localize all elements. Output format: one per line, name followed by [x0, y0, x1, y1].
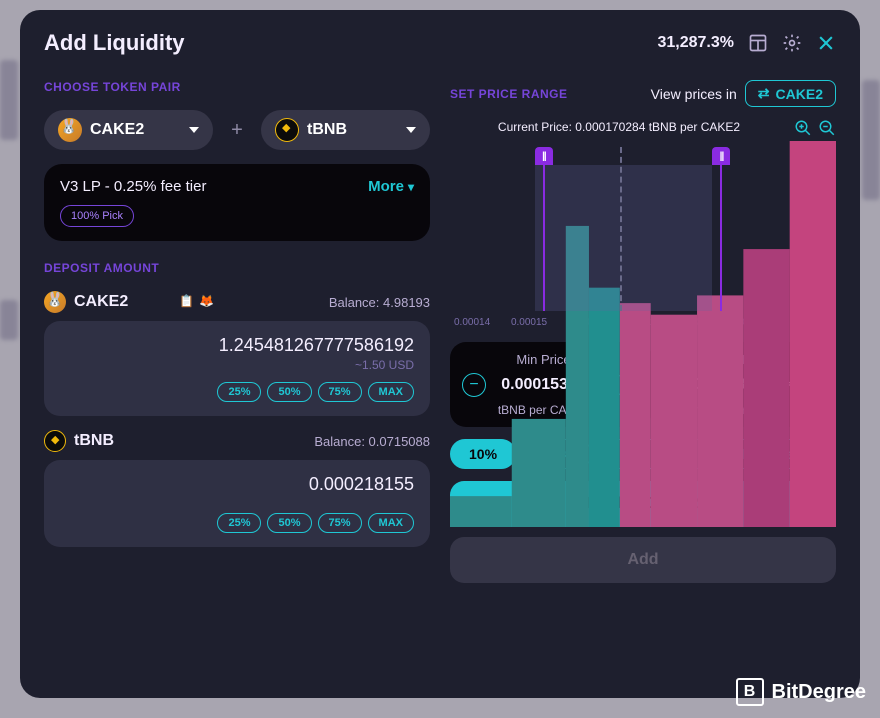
choose-pair-label: CHOOSE TOKEN PAIR [44, 80, 430, 94]
add-liquidity-modal: Add Liquidity 31,287.3% CHOOSE TOKEN PAI… [20, 10, 860, 698]
chevron-down-icon: ▾ [408, 180, 414, 194]
watermark-badge-icon: B [736, 678, 764, 706]
pct-max-a[interactable]: MAX [368, 382, 414, 402]
deposit-a-symbol: CAKE2 [74, 293, 171, 311]
pct-50-a[interactable]: 50% [267, 382, 311, 402]
add-button: Add [450, 537, 836, 583]
copy-icon[interactable]: 📋 [179, 294, 195, 310]
range-handle-right[interactable]: || [712, 147, 730, 165]
watermark-text: BitDegree [772, 681, 866, 704]
balance-b: Balance: 0.0715088 [314, 434, 430, 449]
deposit-a-box: 1.245481267777586192 ~1.50 USD 25% 50% 7… [44, 321, 430, 416]
deposit-b-symbol: tBNB [74, 432, 186, 450]
gear-icon[interactable] [782, 33, 802, 53]
view-token-toggle[interactable]: ⇄ CAKE2 [745, 80, 836, 107]
zoom-out-icon[interactable] [818, 119, 836, 137]
view-prices-label: View prices in [651, 86, 737, 102]
plus-icon: + [223, 116, 251, 144]
close-icon[interactable] [816, 33, 836, 53]
pct-75-b[interactable]: 75% [318, 513, 362, 533]
modal-header: Add Liquidity 31,287.3% [44, 30, 836, 56]
more-button[interactable]: More ▾ [368, 178, 414, 195]
pct-max-b[interactable]: MAX [368, 513, 414, 533]
chevron-down-icon [406, 127, 416, 133]
cake-icon [44, 291, 66, 313]
more-label: More [368, 178, 404, 195]
token-a-select[interactable]: CAKE2 [44, 110, 213, 150]
fox-icon[interactable]: 🦊 [199, 294, 215, 310]
amount-b-input[interactable]: 0.000218155 [60, 474, 414, 495]
liquidity-chart[interactable]: || || [450, 141, 836, 311]
bnb-icon [44, 430, 66, 452]
zoom-in-icon[interactable] [794, 119, 812, 137]
bnb-icon [275, 118, 299, 142]
modal-title: Add Liquidity [44, 30, 185, 56]
view-prices: View prices in ⇄ CAKE2 [651, 80, 836, 107]
calculator-icon[interactable] [748, 33, 768, 53]
pct-25-b[interactable]: 25% [217, 513, 261, 533]
cake-icon [58, 118, 82, 142]
range-handle-left[interactable]: || [535, 147, 553, 165]
pick-chip: 100% Pick [60, 205, 134, 227]
balance-a: Balance: 4.98193 [329, 295, 430, 310]
amount-a-usd: ~1.50 USD [60, 358, 414, 372]
deposit-b-header: tBNB Balance: 0.0715088 [44, 430, 430, 452]
range-overlay [535, 165, 713, 311]
fee-tier-box: V3 LP - 0.25% fee tier More ▾ 100% Pick [44, 164, 430, 241]
view-token-name: CAKE2 [776, 86, 823, 102]
set-range-label: SET PRICE RANGE [450, 87, 568, 101]
token-b-select[interactable]: tBNB [261, 110, 430, 150]
deposit-label: DEPOSIT AMOUNT [44, 261, 430, 275]
pct-50-b[interactable]: 50% [267, 513, 311, 533]
deposit-a-header: CAKE2 📋 🦊 Balance: 4.98193 [44, 291, 430, 313]
chevron-down-icon [189, 127, 199, 133]
slippage-value: 31,287.3% [657, 34, 734, 52]
pct-25-a[interactable]: 25% [217, 382, 261, 402]
deposit-b-box: 0.000218155 25% 50% 75% MAX [44, 460, 430, 547]
header-actions: 31,287.3% [657, 33, 836, 53]
pct-75-a[interactable]: 75% [318, 382, 362, 402]
token-b-name: tBNB [307, 121, 398, 139]
amount-a-input[interactable]: 1.245481267777586192 [60, 335, 414, 356]
current-price-line [620, 147, 622, 311]
current-price: Current Price: 0.000170284 tBNB per CAKE… [450, 120, 788, 134]
swap-icon: ⇄ [758, 85, 770, 102]
watermark: B BitDegree [736, 678, 866, 706]
tier-label: V3 LP - 0.25% fee tier [60, 178, 206, 195]
token-a-name: CAKE2 [90, 121, 181, 139]
